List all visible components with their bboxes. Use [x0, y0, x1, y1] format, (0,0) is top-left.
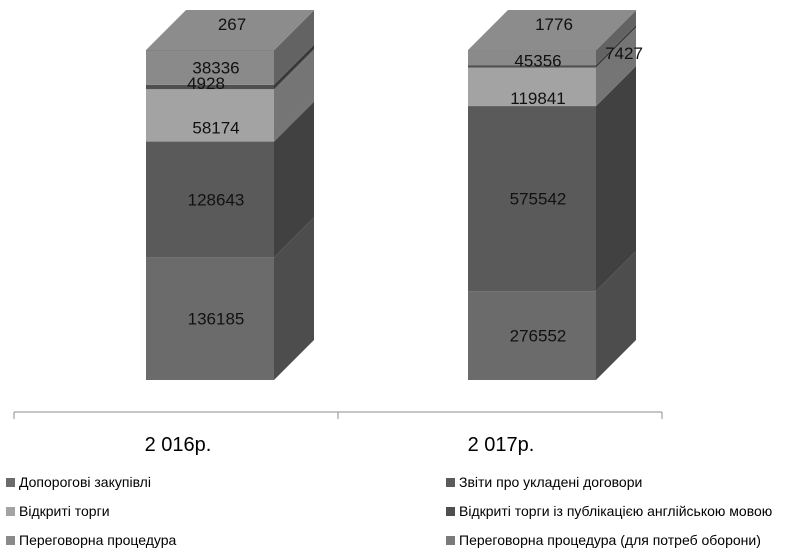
bar-segment-side [274, 44, 314, 90]
bar-segment-front [146, 141, 274, 258]
bar-segment-side [596, 66, 636, 292]
bar-segment [146, 10, 314, 51]
bar-segment-front [468, 67, 596, 107]
bar-segment-front [146, 50, 274, 51]
legend-label: Переговорна процедура (для потреб оборон… [459, 532, 761, 548]
bar-top-face [146, 10, 314, 50]
category-label: 2 017р. [468, 434, 535, 456]
data-label: 45356 [514, 52, 561, 71]
bar-segment-side [596, 25, 636, 68]
bar-segment-side [596, 251, 636, 380]
legend-swatch [446, 477, 455, 487]
category-label: 2 016р. [145, 434, 212, 456]
bar-segment-side [274, 10, 314, 51]
legend-item: Відкриті торги із публікацією англійсько… [446, 503, 772, 519]
data-label: 136185 [188, 310, 245, 329]
data-label: 4928 [187, 74, 225, 93]
bar-segment-side [274, 10, 314, 85]
legend-swatch [6, 506, 15, 516]
bar-segment [468, 27, 636, 107]
data-label: 575542 [510, 190, 567, 209]
bar-segment [468, 10, 636, 66]
bar-segment-front [146, 257, 274, 380]
data-label: 119841 [510, 89, 565, 108]
legend-label: Відкриті торги із публікацією англійсько… [459, 503, 773, 519]
bar-segment [146, 217, 314, 380]
bar-segment-front [468, 65, 596, 68]
bar-segment [146, 10, 314, 85]
bar-segment-front [146, 89, 274, 142]
x-axis [13, 411, 663, 419]
bar-segment [468, 25, 636, 68]
legend: Допорогові закупівлі Звіти про укладені д… [0, 470, 812, 558]
bar-segment-side [596, 10, 636, 66]
bar-segment-side [274, 101, 314, 258]
legend-swatch [6, 477, 15, 487]
bar-segment-front [468, 291, 596, 380]
legend-label: Переговорна процедура [19, 532, 177, 548]
legend-item: Відкриті торги [6, 503, 110, 519]
legend-label: Звіти про укладені договори [459, 474, 643, 490]
legend-item: Звіти про укладені договори [446, 474, 642, 490]
legend-item: Переговорна процедура [6, 532, 176, 548]
bar-segment-front [146, 84, 274, 90]
legend-item: Переговорна процедура (для потреб оборон… [446, 532, 761, 548]
bar-segment [146, 49, 314, 142]
data-label: 267 [218, 15, 246, 34]
bar-segment-front [468, 50, 596, 51]
bar-segment [468, 251, 636, 380]
bar-segment-front [468, 50, 596, 66]
bar-segment [468, 10, 636, 51]
bars [146, 10, 636, 380]
legend-label: Допорогові закупівлі [19, 474, 151, 490]
category-labels: 2 016р. 2 017р. [145, 434, 535, 456]
legend-swatch [446, 506, 455, 516]
bar-segment-front [146, 50, 274, 85]
legend-swatch [6, 535, 15, 545]
bar-segment-side [596, 10, 636, 51]
legend-item: Допорогові закупівлі [6, 474, 151, 490]
bar-segment-side [274, 49, 314, 142]
bar-segment [146, 101, 314, 258]
data-label: 38336 [192, 58, 239, 77]
bar-segment [146, 44, 314, 90]
legend-swatch [446, 535, 455, 545]
data-label: 276552 [510, 327, 567, 346]
bar-segment [468, 66, 636, 292]
data-label: 1776 [535, 15, 573, 34]
bar-segment-side [596, 27, 636, 107]
bar-top-face [468, 10, 636, 50]
legend-label: Відкриті торги [19, 503, 110, 519]
bar-segment-front [468, 106, 596, 292]
data-label: 128643 [188, 190, 245, 209]
data-label: 7427 [605, 44, 643, 63]
data-label: 58174 [192, 119, 239, 138]
bar-segment-side [274, 217, 314, 380]
